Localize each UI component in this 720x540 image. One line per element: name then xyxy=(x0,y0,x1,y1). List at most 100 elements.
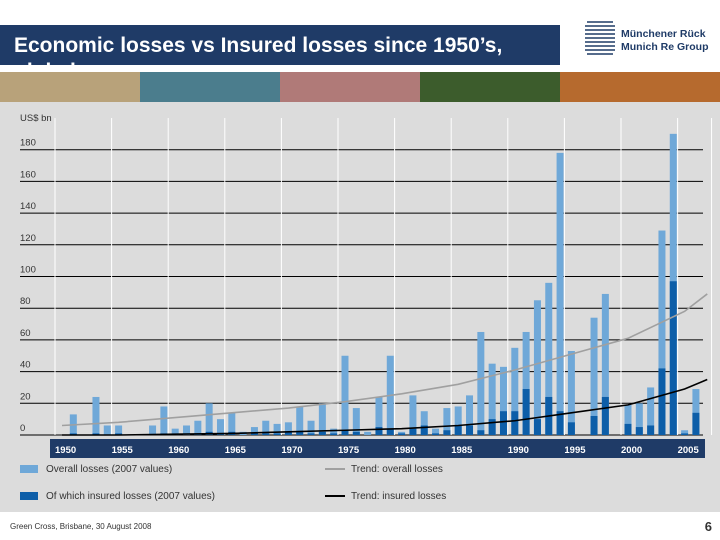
overall-loss-bar xyxy=(183,425,191,435)
photo-road xyxy=(280,72,420,102)
bars-layer xyxy=(69,133,700,435)
x-tick-label: 1965 xyxy=(225,445,247,456)
insured-loss-bar xyxy=(499,411,507,435)
insured-loss-bar xyxy=(681,433,689,435)
legend-overall-label: Overall losses (2007 values) xyxy=(46,464,172,475)
insured-loss-bar xyxy=(386,428,394,435)
legend-overall-swatch xyxy=(20,465,38,473)
y-axis-label: US$ bn xyxy=(20,113,52,124)
legend-insured-label: Of which insured losses (2007 values) xyxy=(46,491,215,502)
photo-coast xyxy=(140,72,280,102)
overall-loss-bar xyxy=(488,363,496,435)
insured-loss-bar xyxy=(443,430,451,435)
insured-loss-bar xyxy=(296,431,304,435)
overall-loss-bar xyxy=(454,406,462,435)
insured-loss-bar xyxy=(466,425,474,435)
y-tick-label: 100 xyxy=(20,265,36,276)
insured-loss-bar xyxy=(375,427,383,435)
overall-loss-bar xyxy=(149,425,157,435)
insured-loss-bar xyxy=(488,419,496,435)
insured-loss-bar xyxy=(398,433,406,435)
insured-loss-bar xyxy=(262,433,270,435)
insured-loss-bar xyxy=(318,431,326,435)
y-tick-label: 60 xyxy=(20,328,31,339)
insured-loss-bar xyxy=(669,281,677,435)
photo-wood xyxy=(560,72,720,102)
insured-loss-bar xyxy=(692,412,700,435)
x-tick-label: 1970 xyxy=(281,445,302,456)
insured-loss-bar xyxy=(284,431,292,435)
overall-loss-bar xyxy=(692,389,700,435)
overall-loss-bar xyxy=(601,293,609,435)
overall-loss-bar xyxy=(307,420,315,435)
overall-loss-bar xyxy=(443,408,451,435)
overall-loss-bar xyxy=(171,428,179,435)
page-number: 6 xyxy=(704,519,712,534)
overall-loss-bar xyxy=(533,300,541,435)
insured-loss-bar xyxy=(556,411,564,435)
y-tick-label: 180 xyxy=(20,138,36,149)
overall-loss-bar xyxy=(103,425,111,435)
insured-loss-bar xyxy=(590,415,598,435)
x-tick-label: 1980 xyxy=(395,445,416,456)
overall-loss-bar xyxy=(160,406,168,435)
trend-insured-line xyxy=(62,378,708,436)
munich-re-logo: Münchener Rück Munich Re Group xyxy=(583,16,713,62)
overall-loss-bar xyxy=(92,396,100,435)
logo-text-line1: Münchener Rück xyxy=(621,28,706,40)
x-tick-label: 2000 xyxy=(621,445,642,456)
loss-chart: 0 20 40 60 80 100 120 140 160 180 1950 1955 1960 196… xyxy=(20,113,713,502)
y-tick-label: 0 xyxy=(20,423,25,434)
overall-loss-bar xyxy=(115,425,123,435)
overall-loss-bar xyxy=(375,396,383,435)
insured-loss-bar xyxy=(658,368,666,435)
overall-loss-bar xyxy=(624,404,632,435)
overall-loss-bar xyxy=(545,282,553,435)
logo-mark-icon xyxy=(585,21,615,55)
insured-loss-bar xyxy=(511,411,519,435)
y-tick-label: 20 xyxy=(20,391,31,402)
overall-loss-bar xyxy=(364,431,372,435)
overall-loss-bar xyxy=(330,428,338,435)
overall-loss-bar xyxy=(194,420,202,435)
insured-loss-bar xyxy=(647,425,655,435)
overall-loss-bar xyxy=(420,411,428,435)
x-tick-label: 2005 xyxy=(678,445,700,456)
overall-loss-bar xyxy=(341,355,349,435)
overall-loss-bar xyxy=(432,428,440,435)
x-tick-label: 1955 xyxy=(112,445,134,456)
insured-loss-bar xyxy=(533,419,541,435)
insured-loss-bar xyxy=(420,425,428,435)
x-axis-band xyxy=(50,439,705,458)
overall-loss-bar xyxy=(556,152,564,435)
insured-loss-bar xyxy=(330,433,338,435)
overall-loss-bar xyxy=(511,347,519,435)
overall-loss-bar xyxy=(658,230,666,435)
y-tick-label: 40 xyxy=(20,360,31,371)
overall-loss-bar xyxy=(409,395,417,435)
overall-loss-bar xyxy=(262,420,270,435)
y-tick-label: 120 xyxy=(20,233,36,244)
insured-loss-bar xyxy=(307,433,315,435)
overall-loss-bar xyxy=(296,406,304,435)
overall-loss-bar xyxy=(205,403,213,435)
overall-loss-bar xyxy=(216,419,224,435)
insured-loss-bar xyxy=(409,428,417,435)
legend: Overall losses (2007 values) Trend: overa… xyxy=(20,464,446,502)
overall-loss-bar xyxy=(284,422,292,435)
title-band: Economic losses vs Insured losses since … xyxy=(0,25,560,83)
y-tick-label: 160 xyxy=(20,169,36,180)
overall-loss-bar xyxy=(590,317,598,435)
insured-loss-bar xyxy=(635,427,643,435)
overall-loss-bar xyxy=(567,350,575,435)
x-tick-label: 1985 xyxy=(451,445,473,456)
chart-panel: 0 20 40 60 80 100 120 140 160 180 1950 1955 1960 196… xyxy=(0,102,720,512)
x-tick-label: 1995 xyxy=(564,445,586,456)
insured-loss-bar xyxy=(522,389,530,435)
y-tick-label: 140 xyxy=(20,201,36,212)
footer-text: Green Cross, Brisbane, 30 August 2008 xyxy=(10,522,152,531)
overall-loss-bar xyxy=(273,423,281,435)
overall-loss-bar xyxy=(647,387,655,435)
insured-loss-bar xyxy=(567,422,575,435)
legend-trend-overall-label: Trend: overall losses xyxy=(351,464,443,475)
